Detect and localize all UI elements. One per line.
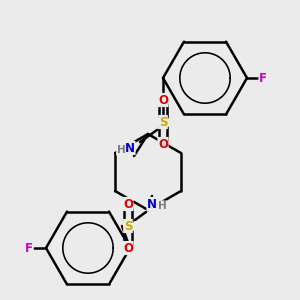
Text: N: N xyxy=(147,197,157,211)
Text: H: H xyxy=(117,145,125,155)
Text: F: F xyxy=(25,242,33,254)
Text: S: S xyxy=(159,116,167,128)
Text: H: H xyxy=(158,201,166,211)
Text: N: N xyxy=(125,142,135,154)
Text: O: O xyxy=(123,197,133,211)
Text: O: O xyxy=(123,242,133,254)
Text: O: O xyxy=(158,137,168,151)
Text: S: S xyxy=(124,220,132,232)
Text: O: O xyxy=(158,94,168,106)
Text: F: F xyxy=(259,71,267,85)
